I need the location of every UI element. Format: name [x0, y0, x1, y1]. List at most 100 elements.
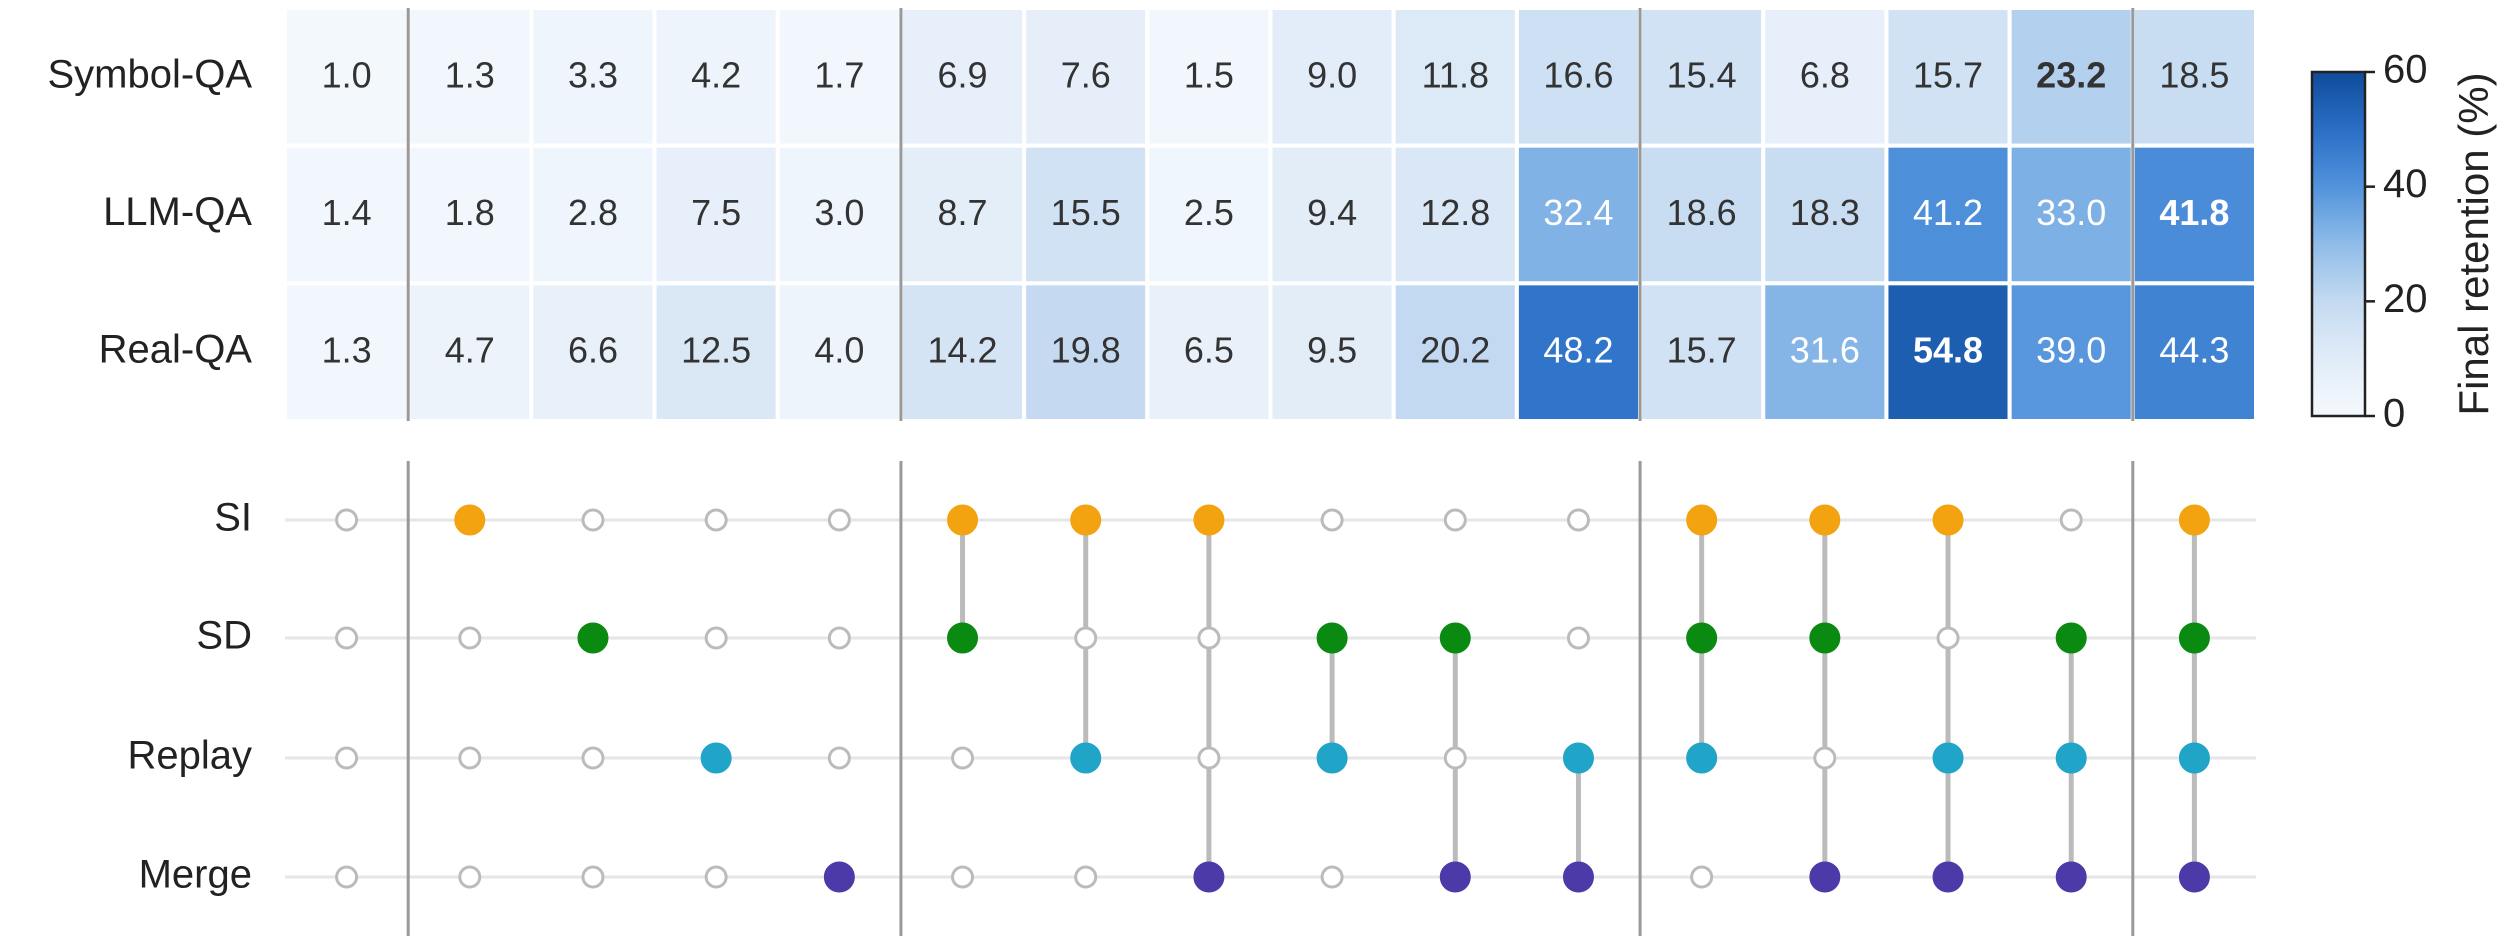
heatmap-cell [529, 281, 657, 424]
colorbar-tick-label: 20 [2383, 277, 2428, 321]
set-dot-filled [1070, 742, 1102, 774]
set-dot-empty [951, 746, 975, 770]
heatmap-cell [775, 143, 903, 286]
heatmap-cell [2130, 281, 2258, 424]
set-label: Replay [127, 734, 252, 778]
set-dot-filled [1070, 504, 1102, 536]
cell-label: 20.2 [1420, 330, 1490, 371]
heatmap-cell [1145, 281, 1273, 424]
colorbar-tick-label: 0 [2383, 392, 2405, 436]
set-dot-empty [335, 508, 359, 532]
set-dot-empty [1813, 746, 1837, 770]
set-dot-filled [700, 742, 732, 774]
set-dot-empty [1074, 626, 1098, 650]
cell-label: 19.8 [1051, 330, 1121, 371]
heatmap-cell [2007, 281, 2135, 424]
set-dot-filled [1562, 861, 1594, 893]
cell-label: 41.8 [2159, 192, 2229, 233]
cell-label: 12.5 [681, 330, 751, 371]
set-dot-empty [1566, 626, 1590, 650]
set-dot-empty [1197, 626, 1221, 650]
cell-label: 16.6 [1543, 54, 1613, 95]
cell-label: 15.7 [1913, 54, 1983, 95]
set-dot-filled [1439, 861, 1471, 893]
heatmap-cell [898, 143, 1027, 286]
cell-label: 54.8 [1913, 330, 1983, 371]
set-dot-filled [2178, 504, 2210, 536]
cell-label: 7.6 [1061, 54, 1111, 95]
cell-label: 1.3 [445, 54, 495, 95]
set-dot-empty [581, 865, 605, 889]
set-dot-filled [2055, 861, 2087, 893]
heatmap-cell [2007, 143, 2135, 286]
cell-label: 8.7 [938, 192, 988, 233]
cell-label: 15.4 [1667, 54, 1737, 95]
set-dot-filled [1809, 861, 1841, 893]
cell-label: 31.6 [1790, 330, 1860, 371]
cell-label: 33.0 [2036, 192, 2106, 233]
set-dot-empty [1074, 865, 1098, 889]
cell-label: 7.5 [691, 192, 741, 233]
cell-label: 6.6 [568, 330, 618, 371]
cell-label: 39.0 [2036, 330, 2106, 371]
heatmap-cell [775, 281, 903, 424]
set-dot-empty [704, 626, 728, 650]
set-dot-filled [1932, 742, 1964, 774]
cell-label: 2.5 [1184, 192, 1234, 233]
set-dot-filled [2178, 742, 2210, 774]
set-dot-empty [1443, 746, 1467, 770]
cell-label: 6.9 [938, 54, 988, 95]
set-dot-empty [1690, 865, 1714, 889]
set-dot-empty [704, 508, 728, 532]
set-dot-empty [581, 746, 605, 770]
cell-label: 1.7 [814, 54, 864, 95]
set-dot-filled [1809, 504, 1841, 536]
set-dot-empty [1936, 626, 1960, 650]
cell-label: 44.3 [2159, 330, 2229, 371]
set-dot-filled [1686, 622, 1718, 654]
set-dot-empty [2059, 508, 2083, 532]
set-dot-empty [1566, 508, 1590, 532]
heatmap-cell [1761, 143, 1889, 286]
cell-label: 15.5 [1051, 192, 1121, 233]
cell-label: 18.3 [1790, 192, 1860, 233]
set-dot-empty [951, 865, 975, 889]
cell-label: 6.8 [1800, 54, 1850, 95]
cell-label: 4.0 [814, 330, 864, 371]
cell-label: 6.5 [1184, 330, 1234, 371]
set-dot-filled [1193, 861, 1225, 893]
set-dot-filled [1809, 622, 1841, 654]
set-dot-filled [947, 504, 979, 536]
cell-label: 9.0 [1307, 54, 1357, 95]
cell-label: 11.8 [1422, 54, 1489, 95]
heatmap-cell [1268, 281, 1396, 424]
set-dot-empty [1320, 508, 1344, 532]
cell-label: 1.8 [445, 192, 495, 233]
heatmap-cell [1638, 6, 1766, 148]
cell-label: 1.4 [322, 192, 372, 233]
heatmap-cell [406, 281, 534, 424]
heatmap-cell [652, 143, 780, 286]
row-label: LLM-QA [103, 190, 252, 234]
set-dot-filled [1316, 622, 1348, 654]
heatmap-cell [406, 6, 534, 148]
set-dot-filled [2178, 861, 2210, 893]
heatmap-cell [1391, 6, 1519, 148]
cell-label: 23.2 [2036, 54, 2106, 95]
cell-label: 18.5 [2159, 54, 2229, 95]
set-dot-empty [335, 626, 359, 650]
colorbar [2310, 70, 2367, 418]
set-dot-empty [1320, 865, 1344, 889]
set-dot-empty [1443, 508, 1467, 532]
cell-label: 12.8 [1420, 192, 1490, 233]
heatmap-cell [1761, 281, 1889, 424]
cell-label: 3.0 [814, 192, 864, 233]
set-dot-empty [458, 865, 482, 889]
cell-label: 41.2 [1913, 192, 1983, 233]
cell-label: 3.3 [568, 54, 618, 95]
set-dot-filled [1193, 504, 1225, 536]
set-label: Merge [139, 853, 252, 897]
heatmap-cell [1884, 281, 2012, 424]
heatmap-cell [283, 6, 411, 148]
